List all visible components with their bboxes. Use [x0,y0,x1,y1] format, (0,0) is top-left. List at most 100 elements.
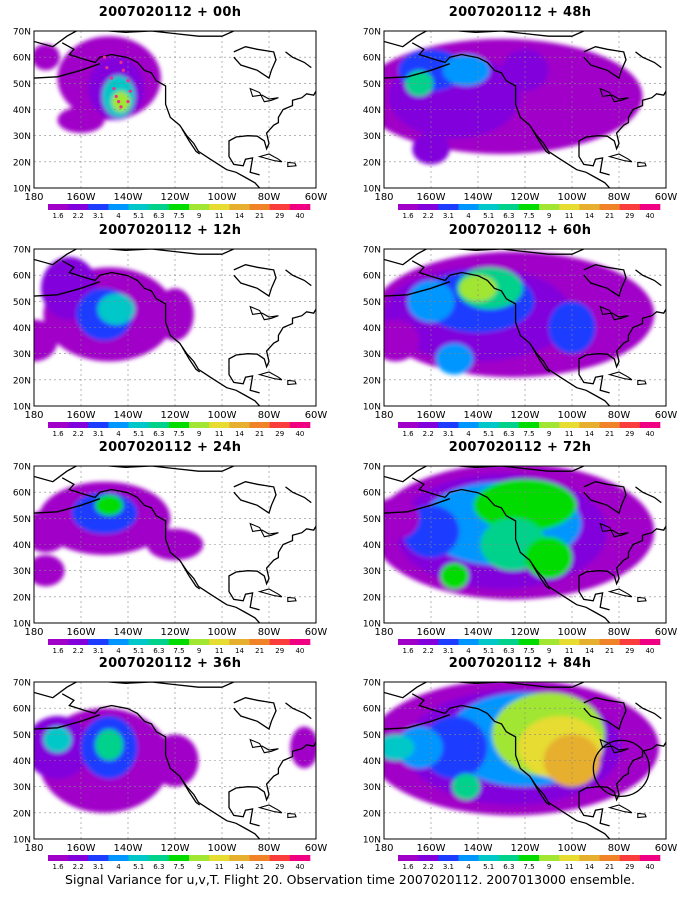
coastline [34,682,316,839]
colorbar-label: 9 [197,863,201,871]
colorbar-label: 6.3 [503,212,514,220]
colorbar-label: 6.3 [503,863,514,871]
lon-label: 140W [464,843,493,854]
colorbar-swatch [398,204,419,210]
colorbar-label: 5.1 [483,212,494,220]
lon-label: 180 [374,192,393,203]
colorbar-swatch [438,204,459,210]
lon-label: 60W [655,627,678,638]
colorbar-label: 4 [116,863,121,871]
lat-label: 70N [363,246,381,256]
colorbar-swatch [398,639,419,645]
colorbar-label: 7.5 [173,212,184,220]
colorbar-swatch [438,639,459,645]
colorbar-label: 1.6 [53,212,65,220]
colorbar-label: 21 [605,430,614,438]
lon-label: 60W [655,192,678,203]
colorbar-swatch [559,204,580,210]
colorbar-swatch [189,639,210,645]
colorbar-swatch [168,639,190,645]
lat-label: 10N [363,403,381,413]
colorbar-label: 1.6 [53,647,65,655]
lat-label: 60N [13,54,31,64]
colorbar-label: 5.1 [483,430,494,438]
colorbar-swatch [599,422,620,428]
lon-label: 80W [608,843,631,854]
lon-label: 180 [24,843,43,854]
colorbar-label: 7.5 [523,863,534,871]
lat-label: 50N [13,515,31,525]
panel-title: 2007020112 + 00h [98,5,242,20]
colorbar-swatch [48,422,69,428]
lon-label: 60W [655,843,678,854]
lat-label: 50N [363,515,381,525]
colorbar-label: 40 [295,430,304,438]
colorbar-label: 6.3 [153,212,164,220]
colorbar-swatch [498,422,520,428]
colorbar-label: 5.1 [483,647,494,655]
colorbar-swatch [148,422,170,428]
lat-label: 60N [363,705,381,715]
colorbar-swatch [579,422,600,428]
lat-label: 40N [363,541,381,551]
colorbar-swatch [498,204,520,210]
lat-label: 50N [13,298,31,308]
colorbar-label: 14 [585,863,594,871]
lon-label: 100W [558,410,587,421]
lon-label: 180 [374,843,393,854]
coastline [34,249,316,406]
colorbar-label: 11 [215,212,224,220]
colorbar-label: 4 [116,430,121,438]
colorbar-label: 4 [466,863,471,871]
colorbar-swatch [579,204,600,210]
colorbar-label: 9 [547,212,551,220]
variance-field [384,38,643,165]
map-panel-7: 2007020112 + 36h 70N 60N 50N 40N 30N 20N 10N 180… [0,654,340,872]
colorbar-label: 2.2 [73,647,84,655]
colorbar-label: 29 [625,647,634,655]
lon-label: 120W [161,410,190,421]
colorbar-label: 29 [275,430,284,438]
coastline [384,249,666,406]
lat-label: 40N [13,541,31,551]
colorbar-label: 40 [295,212,304,220]
lon-label: 180 [374,410,393,421]
lon-label: 100W [208,843,237,854]
colorbar-swatch [498,855,520,861]
lat-label: 20N [13,593,31,603]
colorbar-label: 9 [197,212,201,220]
lon-label: 140W [114,192,143,203]
colorbar-label: 11 [565,212,574,220]
colorbar-swatch [579,639,600,645]
lon-label: 140W [464,627,493,638]
coastline [34,466,316,623]
colorbar-swatch [68,855,89,861]
colorbar-swatch [639,204,661,210]
colorbar-label: 29 [625,212,634,220]
lon-label: 80W [258,192,281,203]
colorbar-label: 2.2 [423,212,434,220]
lat-label: 20N [363,593,381,603]
lon-label: 160W [417,410,446,421]
lat-label: 70N [363,28,381,38]
colorbar-swatch [88,639,109,645]
map-panel-3: 2007020112 + 12h 70N 60N 50N 40N 30N 20N 10N 180… [0,221,340,439]
lon-label: 60W [305,192,328,203]
lon-label: 120W [511,627,540,638]
lon-label: 180 [24,410,43,421]
colorbar-label: 9 [197,430,201,438]
colorbar-swatch [249,422,270,428]
colorbar-swatch [418,422,439,428]
colorbar-label: 6.3 [503,430,514,438]
colorbar-swatch [189,422,210,428]
coastline [384,682,666,839]
colorbar-swatch [209,639,230,645]
colorbar-label: 5.1 [483,863,494,871]
colorbar-label: 11 [215,430,224,438]
lat-label: 20N [13,158,31,168]
colorbar-label: 7.5 [173,863,184,871]
colorbar-swatch [128,422,150,428]
lon-label: 120W [161,192,190,203]
